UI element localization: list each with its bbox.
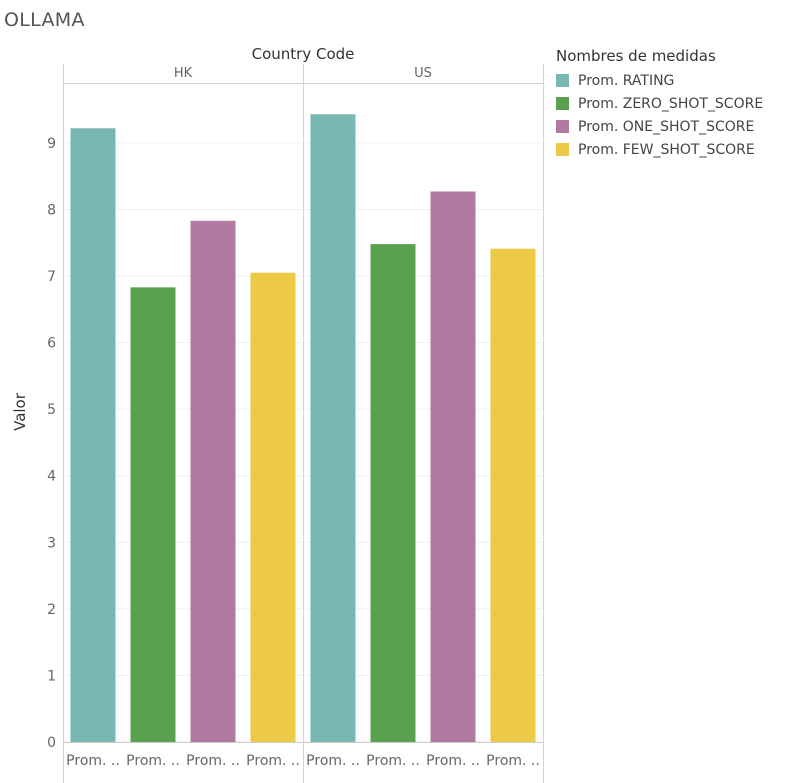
legend-label: Prom. ZERO_SHOT_SCORE <box>578 95 764 112</box>
y-tick-label: 1 <box>47 668 56 684</box>
bar-us-3[interactable] <box>430 191 476 742</box>
legend-title: Nombres de medidas <box>556 47 716 65</box>
legend-item-few-shot[interactable]: Prom. FEW_SHOT_SCORE <box>556 138 763 161</box>
bar-us-2[interactable] <box>370 244 416 743</box>
bar-hk-1[interactable] <box>70 128 116 742</box>
legend: Nombres de medidas Prom. RATING Prom. ZE… <box>556 47 763 161</box>
legend-label: Prom. RATING <box>578 72 675 89</box>
x-tick-label: Prom. .. <box>306 753 360 769</box>
legend-item-rating[interactable]: Prom. RATING <box>556 69 763 92</box>
y-tick-label: 9 <box>47 136 56 152</box>
x-tick-label: Prom. .. <box>486 753 540 769</box>
bar-hk-2[interactable] <box>130 287 176 742</box>
legend-swatch <box>556 143 569 156</box>
x-tick-label: Prom. .. <box>426 753 480 769</box>
x-tick-label: Prom. .. <box>366 753 420 769</box>
bar-us-4[interactable] <box>490 248 536 743</box>
legend-label: Prom. FEW_SHOT_SCORE <box>578 141 755 158</box>
legend-item-zero-shot[interactable]: Prom. ZERO_SHOT_SCORE <box>556 92 763 115</box>
pane-header-us[interactable]: US <box>414 66 432 81</box>
y-tick-label: 0 <box>47 735 56 751</box>
y-tick-label: 3 <box>47 535 56 551</box>
column-field-header[interactable]: Country Code <box>251 45 355 63</box>
x-tick-label: Prom. .. <box>66 753 120 769</box>
pane-header-hk[interactable]: HK <box>173 66 193 81</box>
y-tick-label: 6 <box>47 336 56 352</box>
legend-swatch <box>556 120 569 133</box>
bar-hk-4[interactable] <box>250 272 296 742</box>
legend-swatch <box>556 74 569 87</box>
y-tick-label: 8 <box>47 202 56 218</box>
x-tick-label: Prom. .. <box>246 753 300 769</box>
bar-hk-3[interactable] <box>190 220 236 743</box>
legend-swatch <box>556 97 569 110</box>
y-tick-label: 7 <box>47 269 56 285</box>
legend-label: Prom. ONE_SHOT_SCORE <box>578 118 755 135</box>
x-tick-label: Prom. .. <box>186 753 240 769</box>
y-tick-label: 2 <box>47 602 56 618</box>
x-tick-label: Prom. .. <box>126 753 180 769</box>
legend-item-one-shot[interactable]: Prom. ONE_SHOT_SCORE <box>556 115 763 138</box>
bar-us-1[interactable] <box>310 114 356 742</box>
y-tick-label: 5 <box>47 402 56 418</box>
y-tick-label: 4 <box>47 469 56 485</box>
sheet-title: OLLAMA <box>4 9 85 31</box>
